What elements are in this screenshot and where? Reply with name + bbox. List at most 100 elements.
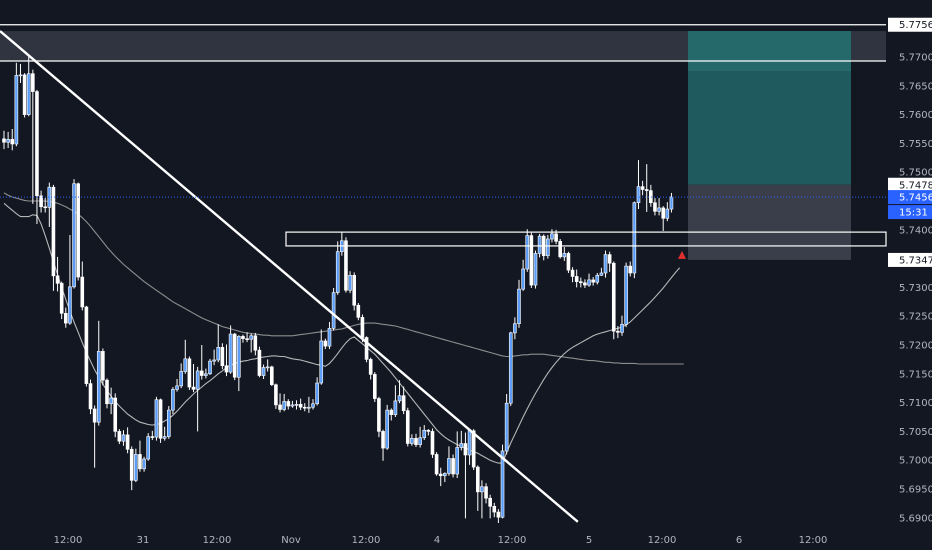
- candle: [261, 364, 266, 379]
- candle: [220, 343, 225, 370]
- candle-body: [150, 436, 155, 438]
- candle: [443, 472, 447, 483]
- countdown-tag: 15:31: [899, 208, 928, 219]
- candle: [257, 346, 262, 378]
- candle-body: [134, 454, 138, 481]
- candle: [72, 179, 76, 289]
- candle-body: [377, 398, 381, 432]
- y-tick-label: 5.71000: [899, 398, 932, 409]
- candle-body: [389, 409, 394, 415]
- candle: [14, 62, 19, 147]
- time-axis[interactable]: 12:00 31 12:00 Nov 12:00 4 12:00 5 12:00 6 12:00: [54, 535, 828, 546]
- candle-body: [101, 351, 105, 381]
- candle-body: [649, 190, 653, 204]
- candle-body: [323, 340, 328, 347]
- candle-body: [241, 336, 245, 339]
- stop-level-tag: 5.73477: [899, 255, 932, 266]
- candle: [224, 344, 229, 377]
- candle-body: [39, 195, 43, 208]
- candle: [451, 454, 455, 478]
- x-tick-label: 12:00: [799, 535, 828, 546]
- candle-body: [657, 207, 661, 212]
- candle-body: [113, 397, 118, 432]
- candle-body: [88, 383, 93, 410]
- stop-level-tag-bg: [888, 252, 932, 267]
- candle: [620, 315, 624, 336]
- candle-body: [603, 254, 608, 274]
- candle: [632, 201, 637, 279]
- candle-body: [566, 253, 571, 271]
- candle-body: [438, 473, 443, 477]
- candle-body: [504, 402, 509, 452]
- candle: [228, 325, 233, 374]
- y-tick-label: 5.69500: [899, 485, 932, 496]
- candle-body: [109, 397, 113, 405]
- candle-body: [447, 458, 451, 474]
- candle: [204, 368, 208, 379]
- candle-body: [611, 262, 616, 332]
- candle: [64, 307, 68, 328]
- y-tick-label: 5.75000: [899, 168, 932, 179]
- candle: [84, 305, 89, 387]
- candle-body: [6, 139, 10, 143]
- candle: [191, 364, 196, 393]
- candle: [591, 277, 595, 286]
- candle-body: [129, 448, 134, 481]
- candle: [599, 267, 604, 276]
- candle: [51, 184, 56, 291]
- candle-body: [35, 91, 39, 197]
- candle: [245, 332, 249, 343]
- candle: [484, 483, 488, 504]
- y-tick-label: 5.72500: [899, 312, 932, 323]
- candle: [546, 234, 550, 259]
- candle-body: [665, 208, 670, 219]
- candle-body: [158, 399, 163, 439]
- candle-body: [558, 241, 563, 258]
- candle-body: [636, 186, 641, 204]
- candle: [389, 408, 394, 421]
- x-tick-label: 12:00: [203, 535, 232, 546]
- candle-body: [162, 436, 167, 439]
- candle-body: [620, 323, 624, 333]
- candle-body: [220, 347, 225, 367]
- candle-body: [632, 202, 637, 274]
- candle: [533, 250, 538, 289]
- candle-body: [496, 511, 501, 518]
- candle-body: [22, 74, 27, 115]
- candle-body: [253, 335, 258, 351]
- candle-body: [138, 454, 142, 470]
- price-axis[interactable]: 5.77000 5.76500 5.76000 5.75500 5.75000 5.740…: [899, 53, 932, 525]
- candle: [335, 241, 340, 295]
- candle-body: [265, 366, 270, 369]
- candle: [253, 332, 258, 356]
- candle: [368, 357, 373, 380]
- candle: [364, 336, 369, 363]
- candle-body: [393, 400, 398, 415]
- candle-body: [451, 458, 455, 475]
- candle: [2, 130, 6, 150]
- candle: [117, 429, 122, 445]
- candle-body: [595, 275, 600, 283]
- candle-body: [68, 286, 72, 324]
- candle-body: [471, 430, 476, 468]
- candle-body: [348, 275, 352, 291]
- candle: [603, 250, 608, 278]
- candle: [105, 378, 109, 409]
- candle-body: [26, 73, 31, 115]
- candle: [121, 430, 126, 446]
- x-tick-label: 12:00: [498, 535, 527, 546]
- moving-average-slow: [3, 192, 684, 365]
- candle: [587, 273, 591, 287]
- candle: [595, 273, 600, 285]
- x-tick-label: 6: [736, 535, 742, 546]
- candle-body: [554, 233, 558, 242]
- candle: [96, 320, 101, 426]
- candle-body: [574, 276, 579, 282]
- candle-body: [274, 384, 278, 406]
- candle-body: [463, 443, 468, 456]
- candle: [513, 317, 517, 340]
- candle-body: [195, 370, 200, 390]
- candle-body: [410, 438, 414, 444]
- candle-body: [179, 371, 183, 387]
